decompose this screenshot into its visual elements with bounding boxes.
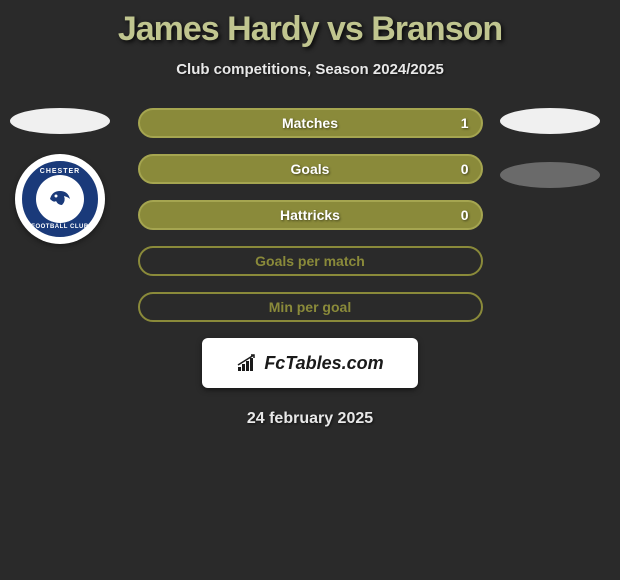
lion-icon	[42, 181, 78, 217]
club-subtitle-text: FOOTBALL CLUB	[31, 224, 88, 230]
club-logo: CHESTER FOOTBALL CLUB	[15, 154, 105, 244]
brand-logo-box[interactable]: FcTables.com	[202, 338, 418, 388]
stat-label: Min per goal	[140, 299, 481, 315]
stat-label: Matches	[140, 115, 481, 131]
stat-row-min-per-goal: Min per goal	[138, 292, 483, 322]
club-logo-inner: CHESTER FOOTBALL CLUB	[22, 161, 98, 237]
stat-value: 0	[461, 207, 469, 223]
main-container: James Hardy vs Branson Club competitions…	[0, 0, 620, 580]
stat-label: Goals	[140, 161, 481, 177]
stats-list: Matches 1 Goals 0 Hattricks 0 Goals per …	[138, 108, 483, 322]
right-ellipse-1	[500, 108, 600, 134]
stat-value: 0	[461, 161, 469, 177]
stat-row-hattricks: Hattricks 0	[138, 200, 483, 230]
right-player-badge	[500, 108, 600, 188]
brand-logo: FcTables.com	[236, 353, 383, 374]
brand-text: FcTables.com	[264, 353, 383, 374]
stat-label: Hattricks	[140, 207, 481, 223]
right-ellipse-2	[500, 162, 600, 188]
club-logo-center	[36, 175, 84, 223]
stat-value: 1	[461, 115, 469, 131]
club-name-text: CHESTER	[40, 168, 80, 175]
left-player-badge: CHESTER FOOTBALL CLUB	[10, 108, 110, 244]
stat-row-goals-per-match: Goals per match	[138, 246, 483, 276]
chart-icon	[236, 353, 260, 373]
content-area: CHESTER FOOTBALL CLUB Matches	[0, 108, 620, 428]
page-title: James Hardy vs Branson	[0, 0, 620, 49]
subtitle: Club competitions, Season 2024/2025	[0, 61, 620, 78]
stat-label: Goals per match	[140, 253, 481, 269]
stat-row-matches: Matches 1	[138, 108, 483, 138]
left-ellipse	[10, 108, 110, 134]
date-text: 24 february 2025	[0, 410, 620, 428]
stat-row-goals: Goals 0	[138, 154, 483, 184]
